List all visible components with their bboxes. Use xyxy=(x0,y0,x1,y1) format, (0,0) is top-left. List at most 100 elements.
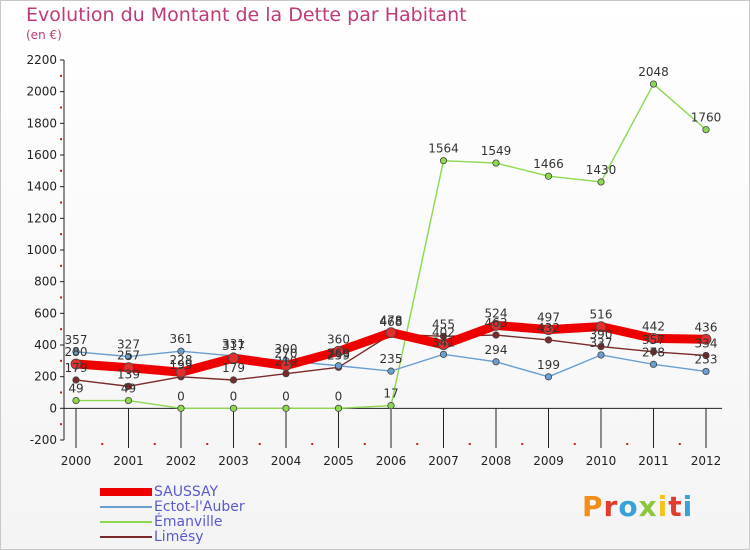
data-label: 390 xyxy=(590,328,613,342)
data-label: 257 xyxy=(117,349,140,363)
data-label: 17 xyxy=(383,387,398,401)
data-point xyxy=(649,348,658,356)
x-minor-tick xyxy=(416,443,419,445)
y-minor-tick xyxy=(60,169,62,172)
data-point xyxy=(438,339,449,351)
x-minor-tick xyxy=(206,443,209,445)
legend-swatch xyxy=(100,521,152,523)
data-label: 0 xyxy=(282,389,290,403)
x-tick-label: 2008 xyxy=(481,454,512,468)
data-label: 442 xyxy=(642,319,665,333)
data-label: 468 xyxy=(380,315,403,329)
x-tick-label: 2009 xyxy=(533,454,564,468)
data-point xyxy=(177,404,185,412)
data-label: 280 xyxy=(65,345,88,359)
data-point xyxy=(544,373,553,381)
legend-label: Émanville xyxy=(154,514,223,530)
x-minor-tick xyxy=(573,443,576,445)
y-tick-label: 200 xyxy=(34,370,57,384)
x-minor-tick xyxy=(101,443,104,445)
data-label: 317 xyxy=(222,339,245,353)
data-label: 357 xyxy=(642,333,665,347)
legend-item: Ectot-l'Auber xyxy=(100,499,300,515)
data-label: 455 xyxy=(432,317,455,331)
data-label: 516 xyxy=(590,308,613,322)
data-label: 478 xyxy=(380,314,403,328)
data-point xyxy=(72,376,80,384)
data-point xyxy=(490,319,502,331)
chart-title: Evolution du Montant de la Dette par Hab… xyxy=(26,4,467,26)
x-minor-tick xyxy=(153,443,156,445)
data-point xyxy=(385,327,397,339)
legend-item: Limésy xyxy=(100,529,300,545)
data-point xyxy=(597,342,605,351)
data-point xyxy=(72,396,80,405)
x-tick-label: 2006 xyxy=(376,454,407,468)
data-point xyxy=(544,172,553,180)
x-minor-tick xyxy=(521,443,524,445)
data-label: 139 xyxy=(117,367,140,381)
x-minor-tick xyxy=(258,443,261,445)
legend-item: SAUSSAY xyxy=(100,484,300,500)
data-point xyxy=(124,352,133,361)
y-minor-tick xyxy=(60,74,62,77)
data-label: 357 xyxy=(65,333,88,347)
y-minor-tick xyxy=(60,201,62,204)
y-minor-tick xyxy=(60,359,62,362)
data-label: 327 xyxy=(117,338,140,352)
legend-swatch xyxy=(100,506,152,508)
data-label: 233 xyxy=(695,352,718,366)
data-point xyxy=(597,351,605,359)
data-point xyxy=(334,404,343,412)
y-tick-label: 1800 xyxy=(26,116,57,130)
data-label: 436 xyxy=(695,320,718,334)
data-point xyxy=(702,367,710,376)
y-tick-label: 1200 xyxy=(26,211,57,225)
y-tick-label: 0 xyxy=(49,401,57,415)
x-tick-label: 2005 xyxy=(323,454,354,468)
legend-label: SAUSSAY xyxy=(154,484,219,500)
data-label: 337 xyxy=(590,336,613,350)
data-label: 1760 xyxy=(691,111,722,125)
data-label: 300 xyxy=(275,342,298,356)
x-minor-tick xyxy=(626,443,629,445)
data-point xyxy=(700,333,712,345)
x-minor-tick xyxy=(363,443,366,445)
y-minor-tick xyxy=(60,328,62,331)
legend-swatch xyxy=(100,536,152,538)
data-label: 179 xyxy=(222,361,245,375)
data-label: 1430 xyxy=(586,163,617,177)
data-point xyxy=(543,324,554,336)
x-tick-label: 2011 xyxy=(638,454,669,468)
data-point xyxy=(649,80,658,88)
data-point xyxy=(334,362,343,370)
x-tick-label: 2010 xyxy=(586,454,617,468)
data-label: 269 xyxy=(327,347,350,361)
y-tick-label: -200 xyxy=(30,433,57,447)
data-point xyxy=(280,360,292,371)
data-label: 402 xyxy=(432,326,455,340)
y-minor-tick xyxy=(60,233,62,236)
data-point xyxy=(649,360,658,368)
data-label: 331 xyxy=(222,337,245,351)
legend-label: Ectot-l'Auber xyxy=(154,499,245,515)
y-tick-label: 800 xyxy=(34,275,57,289)
data-point xyxy=(333,345,344,357)
data-point xyxy=(492,159,500,167)
data-label: 0 xyxy=(230,389,238,403)
data-labels: 179 139 199 179 219 259 468 455 463 432 390 357 334 4… xyxy=(65,65,722,403)
data-point xyxy=(282,404,290,412)
data-label: 49 xyxy=(121,382,136,396)
data-point xyxy=(229,404,238,412)
data-point xyxy=(228,352,239,364)
x-tick-label: 2007 xyxy=(428,454,459,468)
data-label: 199 xyxy=(170,358,193,372)
data-point xyxy=(175,366,187,378)
data-label: 524 xyxy=(485,306,508,320)
x-tick-label: 2003 xyxy=(218,454,249,468)
data-label: 179 xyxy=(65,361,88,375)
legend-swatch xyxy=(100,488,152,496)
data-label: 432 xyxy=(537,321,560,335)
legend-label: Limésy xyxy=(154,529,204,545)
